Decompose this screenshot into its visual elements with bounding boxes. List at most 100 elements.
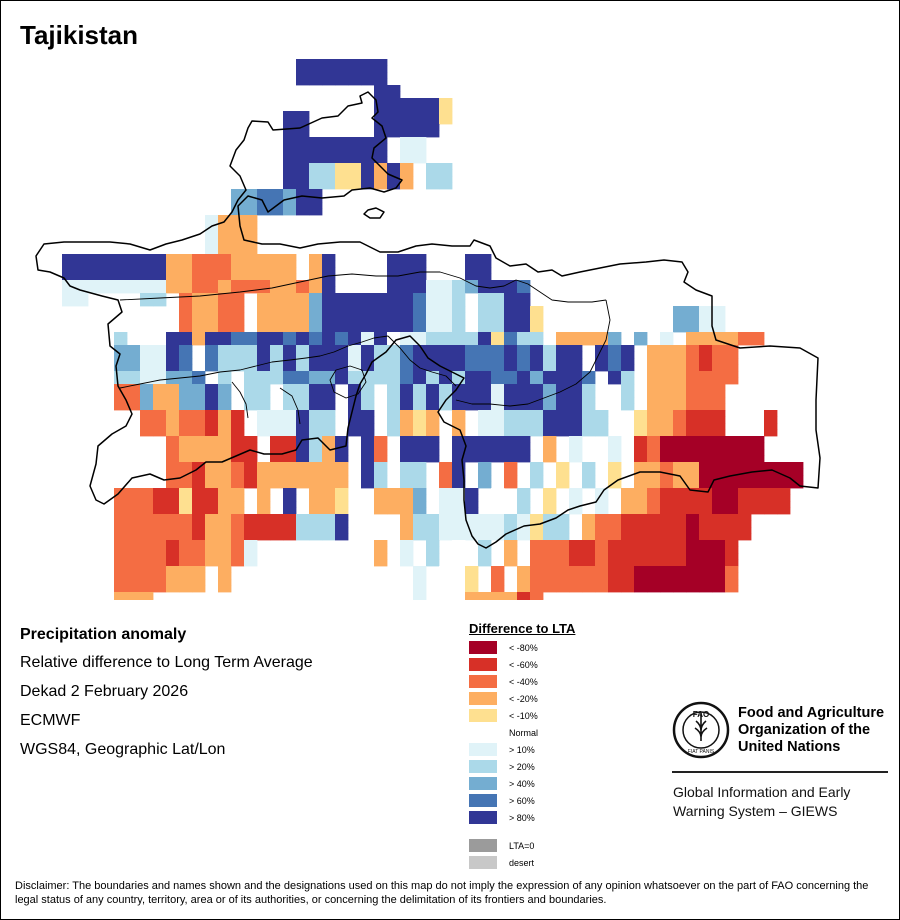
grid-cell <box>192 267 206 274</box>
grid-cell <box>322 455 336 463</box>
grid-cell <box>660 566 674 573</box>
grid-cell <box>465 527 479 534</box>
grid-cell <box>439 598 453 600</box>
grid-cell <box>647 364 661 372</box>
grid-cell <box>140 540 154 547</box>
grid-cell <box>634 546 648 554</box>
grid-cell <box>608 358 622 365</box>
grid-cell <box>634 579 648 586</box>
grid-cell <box>426 176 440 183</box>
grid-cell <box>179 423 193 430</box>
grid-cell <box>582 416 596 424</box>
grid-cell <box>101 286 115 294</box>
grid-cell <box>569 566 583 573</box>
grid-cell <box>777 481 791 489</box>
grid-cell <box>166 546 180 554</box>
grid-cell <box>348 338 362 346</box>
grid-cell <box>426 351 440 359</box>
drs-boundary-east <box>387 335 457 387</box>
grid-cell <box>400 280 414 287</box>
grid-cell <box>738 468 752 476</box>
grid-cell <box>413 254 427 261</box>
grid-cell <box>400 384 414 391</box>
grid-cell <box>426 384 440 391</box>
grid-cell <box>452 520 466 528</box>
grid-cell <box>140 579 154 586</box>
grid-cell <box>218 345 232 352</box>
grid-cell <box>374 364 388 372</box>
grid-cell <box>686 501 700 508</box>
grid-cell <box>452 494 466 502</box>
grid-cell <box>283 280 297 287</box>
grid-cell <box>686 449 700 456</box>
grid-cell <box>296 163 310 170</box>
grid-cell <box>140 403 154 411</box>
grid-cell <box>725 488 739 495</box>
grid-cell <box>491 377 505 385</box>
grid-cell <box>153 403 167 411</box>
legend-swatch <box>469 743 497 756</box>
grid-cell <box>283 384 297 391</box>
grid-cell <box>75 254 89 261</box>
grid-cell <box>179 286 193 294</box>
grid-cell <box>491 293 505 300</box>
grid-cell <box>439 338 453 346</box>
grid-cell <box>595 514 609 521</box>
grid-cell <box>192 416 206 424</box>
grid-cell <box>556 377 570 385</box>
grid-cell <box>140 423 154 430</box>
grid-cell <box>452 416 466 424</box>
grid-cell <box>504 514 518 521</box>
grid-cell <box>309 306 323 313</box>
grid-cell <box>205 559 219 567</box>
legend-title: Difference to LTA <box>469 621 576 636</box>
grid-cell <box>309 468 323 476</box>
grid-cell <box>530 332 544 339</box>
grid-cell <box>374 332 388 339</box>
grid-cell <box>322 280 336 287</box>
grid-cell <box>426 338 440 346</box>
grid-cell <box>361 384 375 391</box>
grid-cell <box>361 371 375 378</box>
grid-cell <box>335 514 349 521</box>
grid-cell <box>621 520 635 528</box>
grid-cell <box>478 520 492 528</box>
grid-cell <box>361 410 375 417</box>
grid-cell <box>283 143 297 151</box>
grid-cell <box>647 533 661 541</box>
grid-cell <box>712 403 726 411</box>
grid-cell <box>114 592 128 599</box>
legend-swatch <box>469 856 497 869</box>
grid-cell <box>114 254 128 261</box>
grid-cell <box>712 312 726 320</box>
grid-cell <box>725 377 739 385</box>
grid-cell <box>374 312 388 320</box>
grid-cell <box>257 397 271 404</box>
grid-cell <box>218 273 232 281</box>
grid-cell <box>283 429 297 437</box>
grid-cell <box>660 520 674 528</box>
grid-cell <box>179 429 193 437</box>
grid-cell <box>205 332 219 339</box>
grid-cell <box>361 293 375 300</box>
grid-cell <box>335 338 349 346</box>
grid-cell <box>270 455 284 463</box>
grid-cell <box>725 338 739 346</box>
grid-cell <box>738 338 752 346</box>
legend-extra-item-0: LTA=0 <box>469 837 575 854</box>
grid-cell <box>166 436 180 443</box>
grid-cell <box>218 540 232 547</box>
grid-cell <box>166 286 180 294</box>
grid-cell <box>218 494 232 502</box>
grid-cell <box>205 442 219 450</box>
grid-cell <box>244 462 258 469</box>
grid-cell <box>660 488 674 495</box>
grid-cell <box>595 364 609 372</box>
grid-cell <box>322 397 336 404</box>
grid-cell <box>712 455 726 463</box>
grid-cell <box>374 468 388 476</box>
grid-cell <box>686 410 700 417</box>
grid-cell <box>244 208 258 216</box>
grid-cell <box>478 410 492 417</box>
northern-enclave-outline <box>363 207 385 219</box>
